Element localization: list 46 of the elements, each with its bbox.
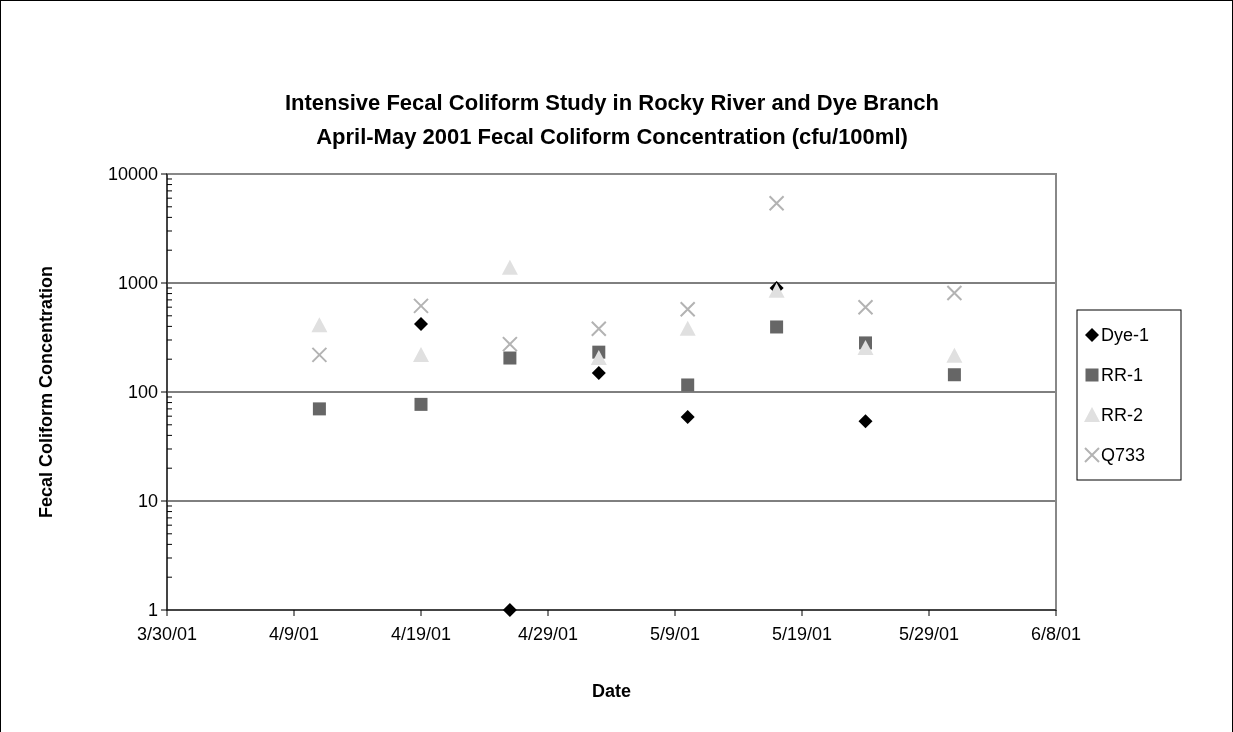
point	[770, 320, 784, 334]
point	[681, 378, 695, 392]
point	[857, 299, 874, 316]
x-tick-label: 5/29/01	[898, 624, 960, 644]
point	[858, 414, 873, 429]
x-tick-label: 3/30/01	[136, 624, 198, 644]
point	[946, 284, 963, 301]
x-tick-label: 4/9/01	[268, 624, 320, 644]
point	[591, 366, 606, 381]
point	[414, 317, 428, 332]
legend-label: RR-2	[1101, 405, 1144, 426]
x-tick-label: 4/29/01	[517, 624, 579, 644]
legend-label: RR-1	[1101, 365, 1144, 386]
chart-title: Intensive Fecal Coliform Study in Rocky River and Dye Branch April-May 2001 Fecal Coliform Concentration (cfu/100ml)	[284, 90, 940, 149]
point	[680, 409, 695, 424]
point	[947, 368, 961, 382]
point	[590, 350, 607, 366]
legend-label: Q733	[1101, 445, 1146, 466]
x-tick-label: 5/9/01	[649, 624, 701, 644]
point	[501, 259, 518, 275]
x-axis-title: Date	[591, 681, 632, 701]
point	[311, 346, 328, 363]
point	[413, 297, 429, 314]
point	[679, 320, 696, 336]
point	[502, 603, 517, 617]
y-tick-label: 10	[137, 491, 158, 512]
y-tick-label: 100	[127, 382, 158, 403]
point	[590, 320, 607, 337]
y-tick-label: 1	[147, 600, 158, 621]
x-tick-label: 5/19/01	[771, 624, 833, 644]
x-tick-label: 4/19/01	[390, 624, 452, 644]
point	[857, 340, 874, 356]
y-axis-title: Fecal Coliform Concentration	[36, 265, 56, 519]
point	[679, 301, 696, 318]
point	[503, 351, 517, 365]
y-tick-label: 1000	[117, 273, 158, 294]
point	[768, 195, 785, 212]
point	[312, 402, 326, 416]
x-tick-label: 6/8/01	[1030, 624, 1082, 644]
point	[413, 346, 429, 362]
legend-label: Dye-1	[1101, 325, 1150, 346]
point	[946, 347, 963, 363]
y-tick-label: 10000	[107, 164, 158, 185]
point	[414, 397, 428, 411]
point	[501, 336, 518, 353]
point	[311, 317, 328, 333]
